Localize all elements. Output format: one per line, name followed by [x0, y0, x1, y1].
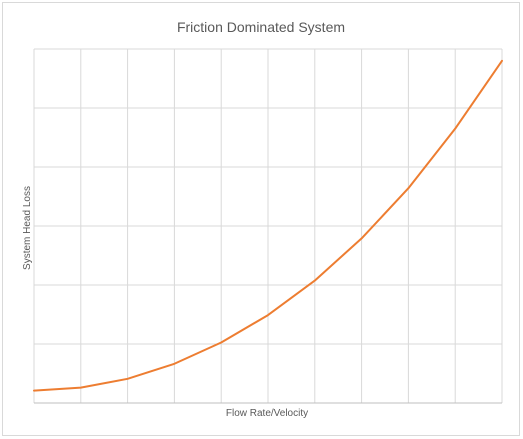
y-axis-label: System Head Loss [22, 186, 33, 270]
gridlines [34, 49, 502, 403]
chart-title: Friction Dominated System [177, 19, 345, 35]
x-axis-label: Flow Rate/Velocity [226, 408, 308, 419]
